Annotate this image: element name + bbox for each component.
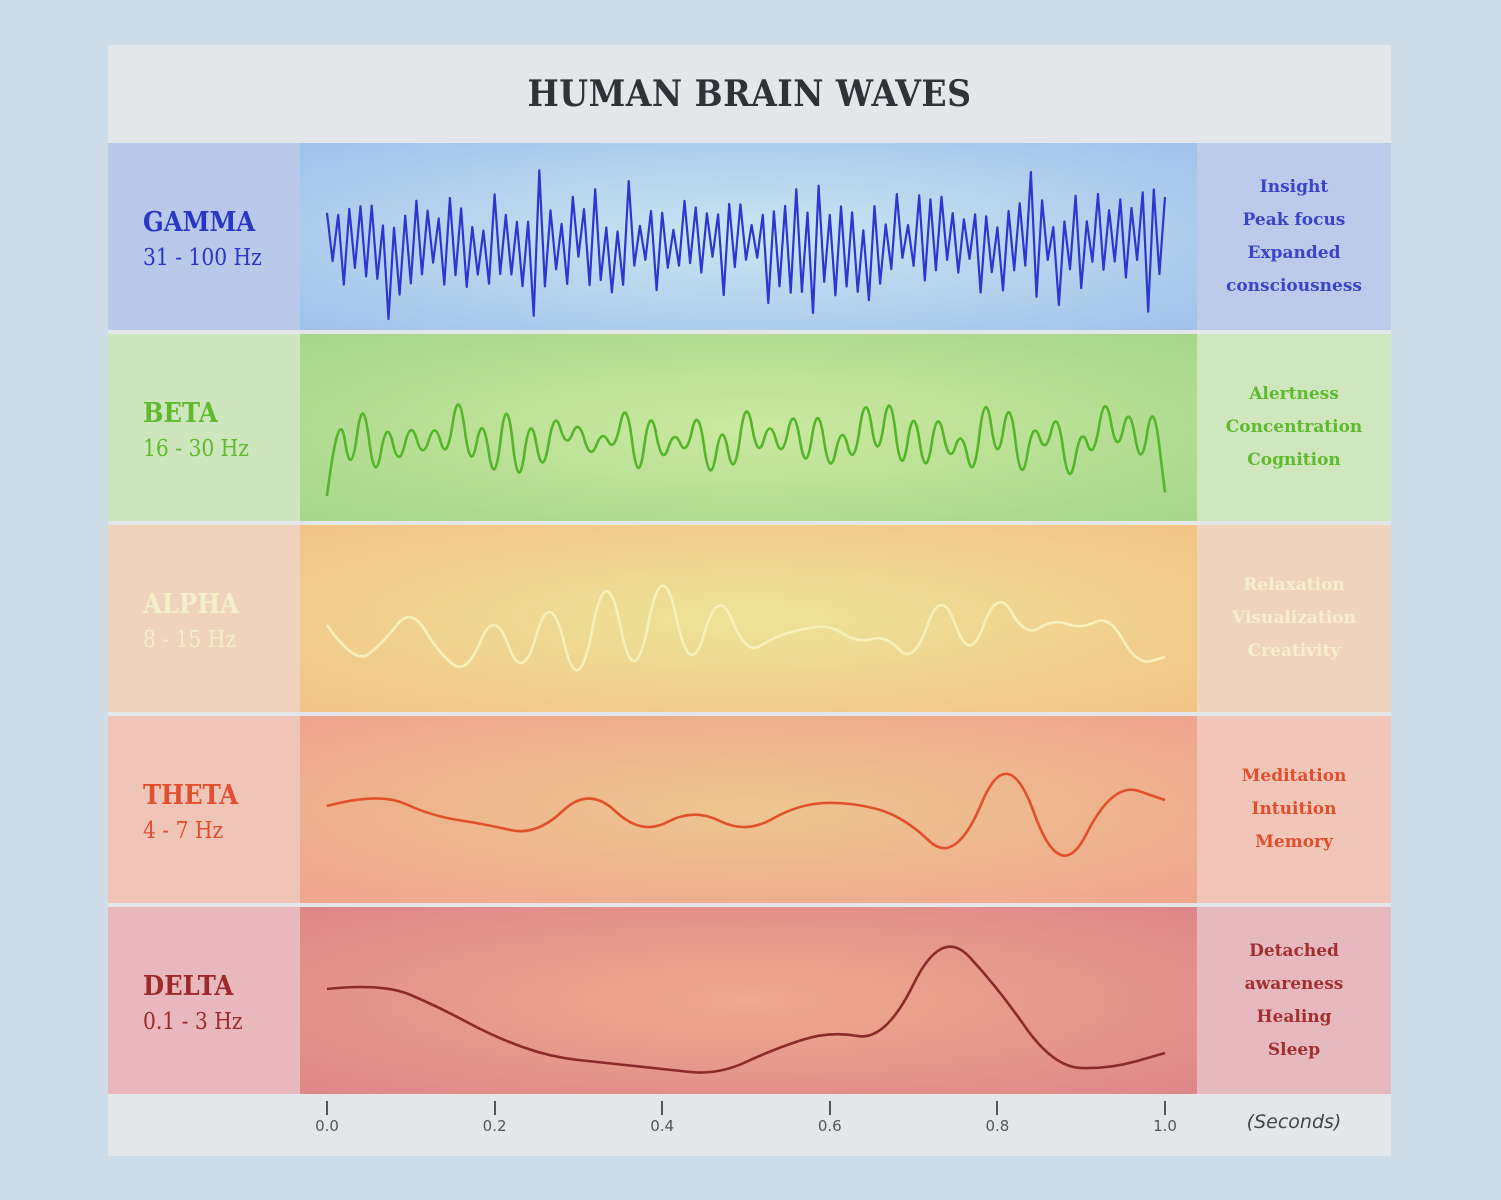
axis-unit-label: (Seconds) <box>1246 1111 1342 1133</box>
wave-line-alpha <box>325 584 1166 672</box>
band-beta: BETA 16 - 30 Hz Alertness Concentration Cogn… <box>108 334 1391 521</box>
axis-tick <box>1164 1101 1166 1115</box>
band-description-line: Creativity <box>1247 641 1341 661</box>
diagram-title: HUMAN BRAIN WAVES <box>527 73 972 115</box>
band-alpha: ALPHA 8 - 15 Hz Relaxation Visualization Cre… <box>108 525 1391 712</box>
band-name: DELTA <box>143 971 234 1002</box>
axis-tick-label: 0.8 <box>985 1117 1010 1135</box>
axis-tick <box>326 1101 328 1115</box>
wave-plot <box>326 945 1166 1074</box>
wave-line-delta <box>326 945 1166 1074</box>
band-delta: DELTA 0.1 - 3 Hz Detached awareness Healing S… <box>108 907 1391 1094</box>
band-frequency: 31 - 100 Hz <box>143 245 262 271</box>
band-description-line: Insight <box>1259 176 1329 197</box>
wave-line-gamma <box>325 169 1167 321</box>
axis-tick-label: 1.0 <box>1153 1117 1177 1135</box>
band-frequency: 4 - 7 Hz <box>143 818 224 844</box>
band-description-line: Cognition <box>1247 450 1341 470</box>
band-description-line: awareness <box>1244 973 1344 994</box>
band-description-cell: Alertness Concentration Cognition <box>1197 334 1391 521</box>
axis-tick-label: 0.6 <box>817 1117 842 1135</box>
band-name: BETA <box>143 398 218 429</box>
band-label-cell: ALPHA 8 - 15 Hz <box>108 525 300 712</box>
band-description-line: Sleep <box>1267 1039 1321 1060</box>
band-name: THETA <box>143 780 239 811</box>
axis-tick-label: 0.4 <box>650 1117 675 1135</box>
band-wave-panel <box>300 716 1197 903</box>
band-label-cell: THETA 4 - 7 Hz <box>108 716 300 903</box>
band-description-line: Relaxation <box>1243 575 1345 595</box>
band-wave-panel <box>300 334 1197 521</box>
band-description-line: Visualization <box>1232 608 1356 628</box>
band-description-line: Intuition <box>1251 799 1337 819</box>
axis-tick <box>828 1101 831 1115</box>
band-description-line: Meditation <box>1241 766 1347 786</box>
band-label-cell: BETA 16 - 30 Hz <box>108 334 300 521</box>
wave-plot <box>326 772 1166 857</box>
band-gamma: GAMMA 31 - 100 Hz Insight Peak focus Expande… <box>108 143 1391 330</box>
band-name: ALPHA <box>143 589 240 620</box>
axis-tick <box>996 1101 999 1115</box>
band-description-line: Detached <box>1249 940 1339 961</box>
band-wave-panel <box>300 143 1197 330</box>
band-description-line: consciousness <box>1225 275 1363 296</box>
axis-tick-label: 0.0 <box>315 1117 339 1135</box>
axis-tick-label: 0.2 <box>482 1117 507 1135</box>
band-name: GAMMA <box>143 207 256 238</box>
band-frequency: 0.1 - 3 Hz <box>143 1009 243 1035</box>
wave-line-theta <box>326 772 1166 857</box>
band-theta: THETA 4 - 7 Hz Meditation Intuition Memory <box>108 716 1391 903</box>
axis-tick <box>661 1101 664 1115</box>
band-description-line: Concentration <box>1225 417 1363 437</box>
wave-plot <box>325 584 1166 672</box>
band-description-line: Healing <box>1256 1006 1332 1027</box>
band-label-cell: GAMMA 31 - 100 Hz <box>108 143 300 330</box>
band-description-cell: Relaxation Visualization Creativity <box>1197 525 1391 712</box>
wave-line-beta <box>325 403 1167 497</box>
band-description-line: Peak focus <box>1242 209 1346 230</box>
wave-plot <box>325 169 1167 321</box>
band-label-cell: DELTA 0.1 - 3 Hz <box>108 907 300 1094</box>
band-description-cell: Insight Peak focus Expanded consciousness <box>1197 143 1391 330</box>
band-frequency: 16 - 30 Hz <box>143 436 249 462</box>
wave-plot <box>325 403 1167 497</box>
time-axis: 0.0 0.2 0.4 0.6 0.8 1.0 (Seconds) <box>108 1095 1391 1156</box>
band-description-line: Expanded <box>1247 242 1341 263</box>
band-description-cell: Detached awareness Healing Sleep <box>1197 907 1391 1094</box>
band-description-line: Alertness <box>1249 384 1339 404</box>
band-wave-panel <box>300 907 1197 1094</box>
brain-waves-card: HUMAN BRAIN WAVES GAMMA 31 - 100 Hz Insigh… <box>108 45 1391 1156</box>
band-wave-panel <box>300 525 1197 712</box>
axis-tick <box>493 1101 496 1115</box>
band-description-line: Memory <box>1255 832 1333 852</box>
band-frequency: 8 - 15 Hz <box>143 627 237 653</box>
band-description-cell: Meditation Intuition Memory <box>1197 716 1391 903</box>
